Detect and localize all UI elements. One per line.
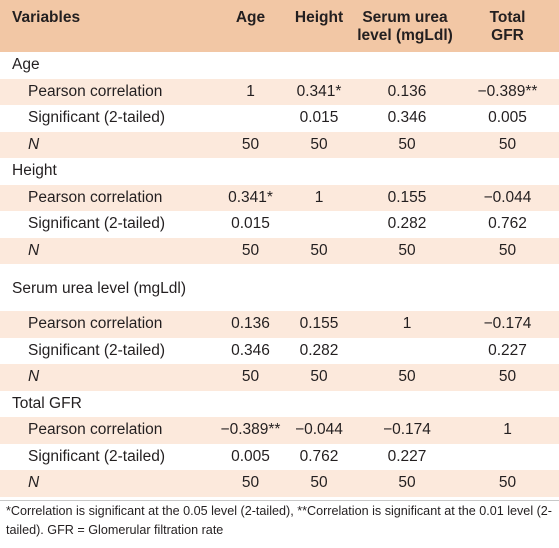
cell-height: 50 — [310, 241, 328, 259]
header-variables: Variables — [12, 9, 81, 26]
row-label: Significant (2-tailed) — [28, 109, 165, 127]
cell-height: 0.341* — [296, 82, 342, 100]
header-gfr-line2: GFR — [491, 27, 524, 44]
cell-age: −0.389** — [220, 421, 281, 439]
row-label: N — [28, 241, 40, 259]
cell-serum: 50 — [398, 241, 416, 259]
table-row: N 50 50 50 50 — [0, 470, 559, 497]
cell-height: 0.015 — [299, 109, 339, 127]
cell-serum: 0.282 — [387, 215, 427, 233]
table-body: Age Pearson correlation 1 0.341* 0.136 −0.389… — [0, 52, 559, 497]
cell-age: 50 — [241, 241, 260, 259]
cell-height: 0.762 — [299, 447, 339, 465]
row-label: Significant (2-tailed) — [28, 341, 165, 359]
table-row: Pearson correlation 1 0.341* 0.136 −0.389** — [0, 78, 559, 105]
cell-serum: 0.136 — [387, 82, 427, 100]
cell-height: 50 — [310, 474, 328, 492]
group-row: Serum urea level (mgLdl) — [0, 264, 559, 311]
row-label: Pearson correlation — [28, 82, 163, 100]
cell-height: 0.282 — [299, 341, 339, 359]
cell-age — [199, 105, 284, 132]
header-total-gfr: Total GFR — [456, 0, 559, 52]
row-label: Significant (2-tailed) — [28, 215, 165, 233]
footnote-divider — [0, 500, 559, 501]
group-label: Age — [12, 56, 40, 74]
cell-serum: 1 — [402, 315, 412, 333]
table-row: Pearson correlation −0.389** −0.044 −0.174 1 — [0, 417, 559, 444]
group-label: Height — [12, 162, 57, 180]
cell-gfr: 0.005 — [488, 109, 527, 127]
row-label: Pearson correlation — [28, 421, 163, 439]
cell-height: 50 — [310, 135, 328, 153]
cell-serum — [354, 338, 456, 365]
cell-serum: 0.155 — [387, 188, 427, 206]
cell-age: 50 — [241, 368, 260, 386]
row-label: Pearson correlation — [28, 315, 163, 333]
header-serum-line1: Serum urea — [362, 9, 448, 26]
cell-gfr: −0.174 — [483, 315, 532, 333]
cell-gfr: 1 — [503, 421, 512, 439]
table-row: Pearson correlation 0.136 0.155 1 −0.174 — [0, 311, 559, 338]
table-row: Pearson correlation 0.341* 1 0.155 −0.044 — [0, 184, 559, 211]
table-header-row: Variables Age Height Serum urea level (mg… — [0, 0, 559, 52]
row-label: Significant (2-tailed) — [28, 447, 165, 465]
group-row: Height — [0, 158, 559, 185]
row-label: N — [28, 368, 40, 386]
cell-age: 50 — [241, 135, 260, 153]
cell-gfr: −0.044 — [483, 188, 532, 206]
cell-height: −0.044 — [295, 421, 343, 439]
cell-height: 0.155 — [299, 315, 339, 333]
cell-height — [284, 211, 354, 238]
header-gfr-line1: Total — [489, 9, 526, 26]
header-height: Height — [294, 9, 344, 26]
cell-gfr: 50 — [498, 474, 517, 492]
table-row: N 50 50 50 50 — [0, 364, 559, 391]
group-label: Total GFR — [12, 394, 82, 412]
row-label: N — [28, 135, 40, 153]
row-label: N — [28, 474, 40, 492]
table-row: N 50 50 50 50 — [0, 237, 559, 264]
header-serum-line2: level (mgLdl) — [357, 27, 453, 44]
cell-serum: 50 — [398, 135, 416, 153]
cell-height: 50 — [310, 368, 328, 386]
cell-gfr: 0.762 — [488, 215, 527, 233]
cell-gfr: 0.227 — [488, 341, 527, 359]
row-label: Pearson correlation — [28, 188, 163, 206]
table-row: Significant (2-tailed) 0.005 0.762 0.227 — [0, 444, 559, 471]
cell-age: 0.136 — [231, 315, 270, 333]
cell-age: 0.341* — [228, 188, 273, 206]
cell-gfr — [456, 444, 559, 471]
header-serum-urea: Serum urea level (mgLdl) — [354, 0, 456, 52]
group-row: Total GFR — [0, 391, 559, 418]
cell-age: 50 — [241, 474, 260, 492]
header-age: Age — [235, 9, 266, 26]
cell-serum: −0.174 — [383, 421, 431, 439]
cell-gfr: 50 — [498, 241, 517, 259]
table-row: Significant (2-tailed) 0.015 0.282 0.762 — [0, 211, 559, 238]
group-label: Serum urea level (mgLdl) — [12, 280, 187, 297]
cell-age: 0.346 — [231, 341, 270, 359]
cell-height: 1 — [314, 188, 324, 206]
cell-gfr: 50 — [498, 368, 517, 386]
table-row: Significant (2-tailed) 0.346 0.282 0.227 — [0, 338, 559, 365]
group-row: Age — [0, 52, 559, 79]
cell-gfr: −0.389** — [477, 82, 538, 100]
cell-age: 1 — [246, 82, 255, 100]
cell-age: 0.005 — [231, 447, 270, 465]
cell-gfr: 50 — [498, 135, 517, 153]
cell-age: 0.015 — [231, 215, 270, 233]
correlation-table: Variables Age Height Serum urea level (mg… — [0, 0, 559, 497]
table-row: Significant (2-tailed) 0.015 0.346 0.005 — [0, 105, 559, 132]
cell-serum: 50 — [398, 368, 416, 386]
cell-serum: 0.227 — [387, 447, 427, 465]
cell-serum: 50 — [398, 474, 416, 492]
table-row: N 50 50 50 50 — [0, 131, 559, 158]
cell-serum: 0.346 — [387, 109, 427, 127]
table-footnote: *Correlation is significant at the 0.05 … — [6, 504, 553, 537]
